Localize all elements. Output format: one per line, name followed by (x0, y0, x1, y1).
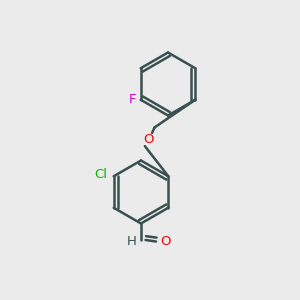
Text: F: F (129, 93, 136, 106)
Text: H: H (127, 235, 136, 248)
Text: O: O (161, 235, 171, 248)
Text: Cl: Cl (94, 168, 108, 181)
Text: O: O (143, 133, 154, 146)
